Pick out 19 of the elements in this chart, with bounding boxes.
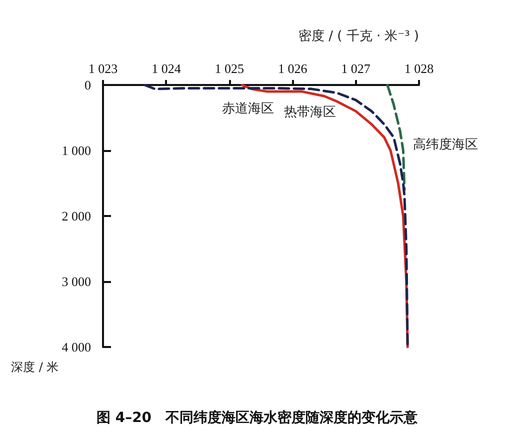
y-tick-label: 0 bbox=[84, 78, 91, 92]
x-tick-label: 1 023 bbox=[88, 61, 118, 76]
text: 图 4–20 不同纬度海区海水密度随深度的变化示意 bbox=[96, 409, 419, 426]
series-label: 热带海区 bbox=[284, 105, 336, 120]
x-tick-label: 1 026 bbox=[278, 61, 308, 76]
y-tick-label: 4 000 bbox=[62, 340, 91, 354]
line-series bbox=[143, 84, 409, 348]
series-label: 赤道海区 bbox=[222, 101, 274, 116]
x-tick-label: 1 025 bbox=[214, 61, 244, 76]
y-axis-title: 深度 / 米 bbox=[11, 360, 59, 374]
y-tick-label: 1 000 bbox=[62, 143, 91, 158]
x-tick-label: 1 028 bbox=[404, 61, 434, 76]
x-tick-label: 1 027 bbox=[341, 61, 371, 76]
y-tick-label: 3 000 bbox=[62, 274, 91, 289]
line-series bbox=[386, 84, 406, 192]
x-tick-label: 1 024 bbox=[152, 61, 182, 76]
series-label: 高纬度海区 bbox=[413, 136, 478, 152]
y-tick-label: 2 000 bbox=[62, 208, 91, 224]
x-axis-title: 密度 / ( 千克 · 米⁻³ ) bbox=[298, 28, 419, 44]
